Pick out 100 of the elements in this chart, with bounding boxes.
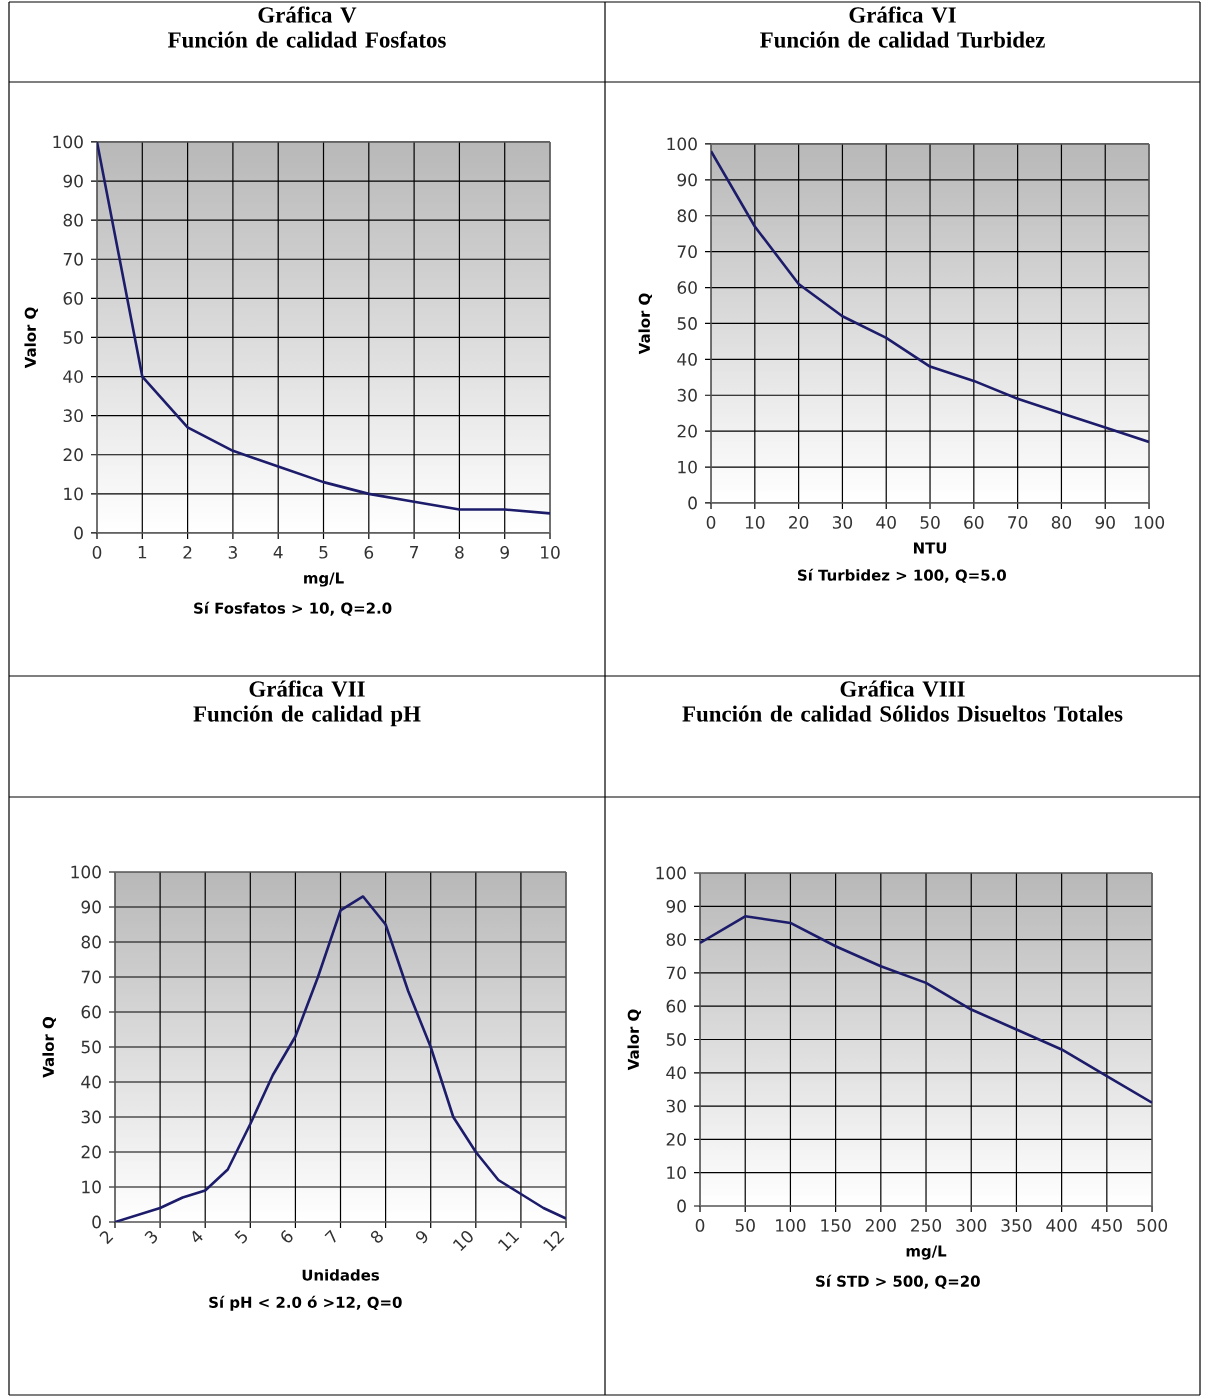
- y-tick-label: 70: [666, 966, 686, 980]
- y-tick-label: 80: [81, 935, 101, 949]
- y-tick-label: 40: [81, 1075, 101, 1089]
- y-tick-label: 60: [63, 291, 83, 305]
- y-tick-label: 50: [666, 1033, 686, 1046]
- chart-subtitle: Función de calidad Sólidos Disueltos Totales: [682, 705, 1123, 722]
- x-tick-label: 3: [228, 546, 237, 559]
- x-tick-label: 2: [99, 1231, 114, 1245]
- x-tick-label: 250: [911, 1219, 942, 1232]
- y-tick-label: 70: [81, 970, 101, 984]
- x-tick-label: 100: [1134, 516, 1165, 529]
- x-tick-label: 90: [1095, 516, 1115, 529]
- y-tick-label: 40: [677, 352, 697, 366]
- x-tick-label: 7: [410, 546, 419, 559]
- x-tick-label: 0: [706, 516, 716, 529]
- y-tick-label: 0: [74, 526, 83, 540]
- y-tick-label: 30: [81, 1110, 101, 1124]
- y-tick-label: 50: [63, 331, 83, 344]
- x-tick-label: 0: [695, 1219, 705, 1232]
- x-tick-label: 6: [364, 546, 374, 559]
- x-tick-label: 8: [370, 1230, 383, 1243]
- y-tick-label: 20: [63, 448, 83, 462]
- x-tick-label: 10: [541, 546, 560, 559]
- y-tick-label: 80: [677, 209, 697, 223]
- line-series: [700, 914, 1153, 1105]
- chart-subtitle: Función de calidad Turbidez: [760, 31, 1045, 48]
- x-tick-label: 5: [319, 546, 328, 559]
- y-tick-label: 60: [81, 1005, 101, 1019]
- x-tick-label: 8: [455, 546, 464, 559]
- x-tick-label: 50: [920, 516, 940, 529]
- y-tick-label: 10: [678, 460, 697, 474]
- x-tick-label: 350: [1001, 1219, 1032, 1232]
- line-series: [115, 895, 567, 1222]
- y-tick-label: 50: [677, 317, 697, 330]
- x-tick-label: 40: [876, 516, 896, 529]
- x-tick-label: 100: [776, 1219, 806, 1232]
- y-tick-label: 40: [666, 1066, 686, 1080]
- y-tick-label: 80: [666, 933, 686, 946]
- chart-subtitle: Función de calidad Fosfatos: [167, 31, 446, 48]
- x-tick-label: 400: [1046, 1219, 1077, 1232]
- x-axis-title: mg/L: [906, 1245, 947, 1260]
- y-tick-label: 10: [82, 1180, 101, 1194]
- chart-title: Gráfica VI: [849, 6, 956, 23]
- chart-title: Gráfica VIII: [840, 680, 965, 697]
- x-axis-title: Unidades: [302, 1269, 380, 1281]
- x-tick-label: 2: [183, 546, 192, 559]
- y-tick-label: 100: [667, 137, 697, 151]
- y-tick-label: 70: [63, 252, 83, 266]
- x-tick-label: 300: [956, 1219, 987, 1232]
- text: Sí Turbidez > 100, Q=5.0: [798, 568, 1006, 583]
- x-tick-label: 6: [281, 1230, 293, 1243]
- x-tick-label: 10: [745, 516, 765, 529]
- x-tick-label: 7: [324, 1229, 336, 1243]
- y-axis-title: Valor Q: [24, 307, 38, 369]
- y-tick-label: 0: [688, 496, 697, 510]
- chart-subtitle: Función de calidad pH: [193, 705, 421, 727]
- x-tick-label: 200: [865, 1219, 896, 1232]
- y-tick-label: 30: [666, 1099, 686, 1113]
- chart-title: Gráfica VII: [249, 680, 365, 697]
- y-tick-label: 90: [63, 174, 83, 188]
- text: Sí pH < 2.0 ó >12, Q=0: [209, 1295, 402, 1311]
- text: Sí Fosfatos > 10, Q=2.0: [194, 601, 392, 616]
- y-tick-label: 100: [71, 865, 101, 879]
- y-tick-label: 20: [666, 1132, 686, 1146]
- y-tick-label: 90: [677, 173, 697, 187]
- line-series: [711, 149, 1150, 444]
- y-axis-title: Valor Q: [627, 1009, 641, 1071]
- y-tick-label: 40: [63, 370, 83, 383]
- y-tick-label: 100: [53, 135, 83, 149]
- x-tick-label: 4: [273, 546, 283, 559]
- x-tick-label: 10: [452, 1231, 473, 1252]
- x-tick-label: 150: [821, 1219, 851, 1232]
- x-tick-label: 12: [543, 1231, 565, 1252]
- x-tick-label: 30: [832, 516, 853, 529]
- x-tick-label: 5: [234, 1230, 248, 1244]
- x-tick-label: 450: [1091, 1219, 1122, 1232]
- y-tick-label: 10: [667, 1166, 686, 1180]
- y-tick-label: 60: [677, 281, 697, 294]
- y-tick-label: 80: [63, 213, 83, 227]
- x-tick-label: 70: [1008, 516, 1028, 529]
- y-tick-label: 50: [81, 1040, 101, 1054]
- x-tick-label: 3: [144, 1231, 158, 1244]
- x-tick-label: 11: [498, 1231, 520, 1252]
- y-tick-label: 90: [666, 899, 686, 913]
- y-tick-label: 70: [677, 245, 697, 259]
- y-axis-title: Valor Q: [42, 1017, 56, 1078]
- x-tick-label: 20: [789, 516, 809, 529]
- y-tick-label: 0: [677, 1199, 686, 1213]
- x-tick-label: 9: [415, 1231, 428, 1244]
- x-tick-label: 9: [500, 546, 509, 559]
- x-axis-title: mg/L: [304, 572, 344, 587]
- y-tick-label: 60: [666, 999, 686, 1013]
- y-tick-label: 20: [677, 424, 697, 438]
- chart-title: Gráfica V: [258, 6, 357, 23]
- y-tick-label: 90: [81, 900, 101, 914]
- x-tick-label: 500: [1137, 1219, 1168, 1232]
- x-tick-label: 4: [192, 1230, 203, 1243]
- y-tick-label: 100: [656, 866, 686, 880]
- x-tick-label: 1: [138, 546, 147, 559]
- line-series: [97, 141, 551, 515]
